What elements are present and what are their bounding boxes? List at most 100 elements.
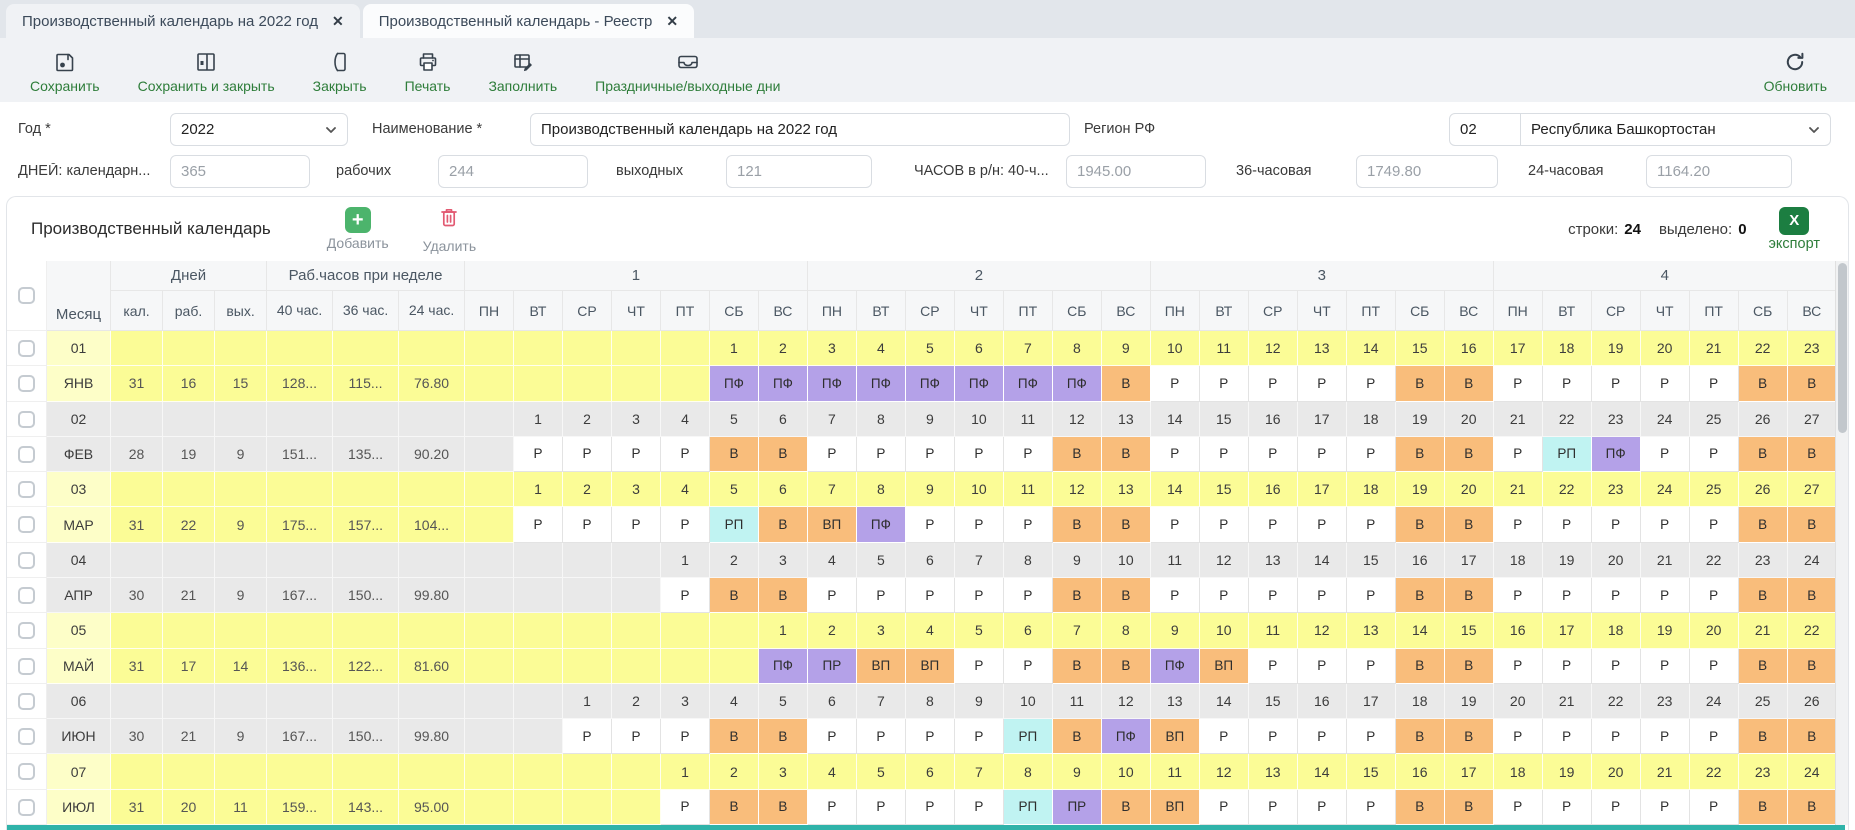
day-type-cell[interactable]: В [1444, 507, 1494, 543]
day-date-cell[interactable]: 24 [1640, 401, 1690, 437]
day-date-cell[interactable]: 11 [1052, 683, 1102, 720]
day-date-cell[interactable]: 13 [1101, 472, 1151, 508]
day-type-cell[interactable]: Р [611, 719, 661, 755]
day-type-cell[interactable] [514, 719, 563, 755]
day-date-cell[interactable]: 13 [1101, 401, 1151, 437]
day-type-cell[interactable]: Р [1248, 507, 1298, 543]
day-date-cell[interactable]: 17 [1297, 401, 1347, 437]
day-type-cell[interactable] [465, 577, 515, 614]
month-stat-cell[interactable]: 175... [267, 507, 334, 543]
day-date-cell[interactable]: 8 [856, 472, 906, 508]
empty-stat-cell[interactable] [399, 683, 466, 720]
day-type-cell[interactable]: Р [905, 436, 955, 473]
day-date-cell[interactable]: 14 [1150, 401, 1200, 437]
day-type-cell[interactable]: Р [1591, 507, 1641, 543]
day-type-cell[interactable]: Р [1248, 366, 1298, 402]
day-type-cell[interactable]: Р [660, 436, 710, 473]
day-date-cell[interactable]: 23 [1738, 542, 1788, 578]
day-type-cell[interactable]: В [1738, 789, 1788, 825]
day-date-cell[interactable] [465, 472, 515, 508]
empty-stat-cell[interactable] [333, 542, 400, 578]
fill-button[interactable]: Заполнить [488, 47, 557, 94]
day-type-cell[interactable]: ПФ [1003, 366, 1053, 402]
day-type-cell[interactable]: Р [1591, 648, 1641, 684]
day-type-cell[interactable]: ПФ [758, 648, 808, 684]
day-type-cell[interactable]: ПФ [1150, 648, 1200, 684]
row-checkbox[interactable] [18, 657, 35, 675]
empty-stat-cell[interactable] [111, 613, 163, 649]
day-type-cell[interactable]: Р [1640, 789, 1690, 825]
month-stat-cell[interactable]: 95.00 [399, 789, 466, 825]
month-number-cell[interactable]: 07 [47, 754, 111, 790]
empty-stat-cell[interactable] [267, 472, 334, 508]
month-stat-cell[interactable]: 150... [333, 719, 400, 755]
day-type-cell[interactable]: Р [905, 507, 955, 543]
day-type-cell[interactable]: В [1101, 577, 1151, 614]
empty-stat-cell[interactable] [163, 472, 215, 508]
day-type-cell[interactable]: ПФ [758, 366, 808, 402]
day-type-cell[interactable]: Р [954, 507, 1004, 543]
day-type-cell[interactable]: В [758, 507, 808, 543]
day-type-cell[interactable]: ПР [807, 648, 857, 684]
day-type-cell[interactable]: Р [807, 789, 857, 825]
day-type-cell[interactable] [611, 648, 661, 684]
day-date-cell[interactable] [514, 331, 563, 367]
day-date-cell[interactable] [709, 613, 759, 649]
day-date-cell[interactable]: 25 [1689, 472, 1739, 508]
day-type-cell[interactable]: Р [1199, 789, 1249, 825]
export-excel-button[interactable]: X экспорт [1769, 206, 1820, 252]
day-type-cell[interactable]: Р [1689, 366, 1739, 402]
day-type-cell[interactable]: В [1738, 366, 1788, 402]
day-type-cell[interactable]: Р [1689, 577, 1739, 614]
day-type-cell[interactable] [660, 648, 710, 684]
day-type-cell[interactable]: Р [563, 719, 612, 755]
day-date-cell[interactable]: 13 [1248, 542, 1298, 578]
month-stat-cell[interactable]: 90.20 [399, 436, 466, 473]
day-type-cell[interactable]: Р [1248, 719, 1298, 755]
day-date-cell[interactable]: 2 [611, 683, 661, 720]
row-checkbox[interactable] [18, 551, 35, 569]
close-tab-icon[interactable]: ✕ [666, 12, 679, 29]
day-date-cell[interactable]: 14 [1297, 542, 1347, 578]
tab-production-calendar-2022[interactable]: Производственный календарь на 2022 год ✕ [6, 4, 360, 38]
horizontal-scrollbar[interactable] [7, 825, 1845, 830]
day-type-cell[interactable]: Р [1297, 789, 1347, 825]
day-type-cell[interactable]: Р [1199, 507, 1249, 543]
day-date-cell[interactable]: 23 [1738, 754, 1788, 790]
day-date-cell[interactable] [465, 683, 515, 720]
row-checkbox[interactable] [18, 763, 35, 781]
day-type-cell[interactable]: Р [1640, 436, 1690, 473]
day-date-cell[interactable] [514, 542, 563, 578]
month-stat-cell[interactable]: 115... [333, 366, 400, 402]
refresh-button[interactable]: Обновить [1764, 47, 1827, 94]
day-date-cell[interactable]: 3 [611, 401, 661, 437]
day-date-cell[interactable]: 24 [1787, 754, 1837, 790]
day-type-cell[interactable] [709, 648, 759, 684]
day-date-cell[interactable]: 4 [709, 683, 759, 720]
day-date-cell[interactable]: 26 [1738, 401, 1788, 437]
day-type-cell[interactable]: Р [1689, 436, 1739, 473]
day-date-cell[interactable]: 15 [1444, 613, 1494, 649]
day-date-cell[interactable] [611, 542, 661, 578]
day-type-cell[interactable]: В [1738, 648, 1788, 684]
day-type-cell[interactable]: В [1787, 507, 1837, 543]
day-date-cell[interactable]: 3 [758, 542, 808, 578]
day-date-cell[interactable]: 6 [758, 472, 808, 508]
day-date-cell[interactable]: 12 [1199, 754, 1249, 790]
day-type-cell[interactable]: В [1395, 436, 1445, 473]
delete-row-button[interactable]: Удалить [423, 205, 476, 254]
day-type-cell[interactable]: Р [1297, 366, 1347, 402]
day-type-cell[interactable]: Р [1689, 507, 1739, 543]
month-stat-cell[interactable]: 30 [111, 577, 163, 614]
day-type-cell[interactable]: В [709, 789, 759, 825]
day-type-cell[interactable]: Р [1346, 507, 1396, 543]
day-type-cell[interactable]: Р [611, 436, 661, 473]
day-date-cell[interactable]: 15 [1346, 542, 1396, 578]
row-checkbox[interactable] [18, 340, 35, 358]
day-type-cell[interactable]: ПФ [905, 366, 955, 402]
empty-stat-cell[interactable] [399, 754, 466, 790]
day-type-cell[interactable]: Р [954, 577, 1004, 614]
day-date-cell[interactable]: 7 [1052, 613, 1102, 649]
month-stat-cell[interactable]: 167... [267, 719, 334, 755]
day-type-cell[interactable]: Р [1493, 507, 1543, 543]
